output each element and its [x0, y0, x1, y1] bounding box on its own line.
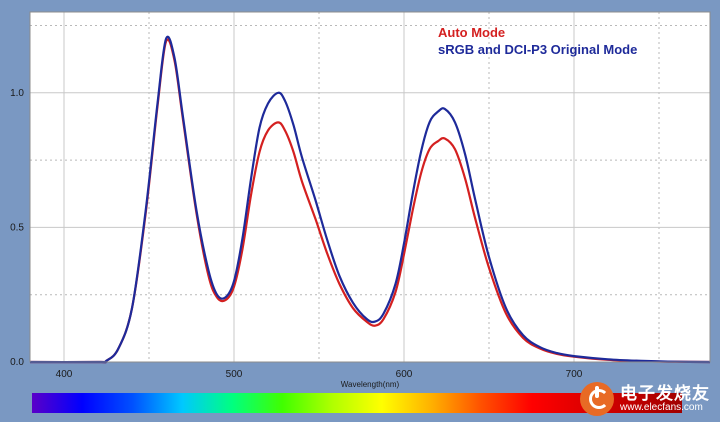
- plot-border: [29, 11, 711, 363]
- brand-logo-icon: [580, 382, 614, 416]
- grid: [30, 12, 710, 362]
- y-tick-label: 0.5: [10, 222, 24, 233]
- x-tick-label: 400: [56, 369, 73, 380]
- legend-entry-auto-mode: Auto Mode: [438, 25, 505, 40]
- series-original-mode-line: [29, 35, 711, 364]
- watermark-url: www.elecfans.com: [620, 401, 703, 413]
- legend-entry-original-mode: sRGB and DCI-P3 Original Mode: [438, 42, 637, 57]
- plot-area: [30, 12, 710, 362]
- tick-labels: 400 500 600 700 0.0 0.5 1.0: [10, 88, 583, 380]
- series-layer: [29, 35, 711, 364]
- legend: Auto Mode sRGB and DCI-P3 Original Mode: [438, 25, 637, 57]
- y-tick-label: 1.0: [10, 88, 24, 99]
- watermark-brand: 电子发烧友: [620, 383, 710, 403]
- watermark-text: 电子发烧友 www.elecfans.com: [620, 383, 710, 413]
- x-tick-label: 700: [566, 369, 583, 380]
- spectrum-bar: [32, 393, 682, 413]
- x-tick-label: 600: [396, 369, 413, 380]
- x-axis-title: Wavelength(nm): [341, 380, 400, 389]
- watermark: 电子发烧友 www.elecfans.com: [580, 382, 710, 416]
- y-tick-label: 0.0: [10, 357, 24, 368]
- x-tick-label: 500: [226, 369, 243, 380]
